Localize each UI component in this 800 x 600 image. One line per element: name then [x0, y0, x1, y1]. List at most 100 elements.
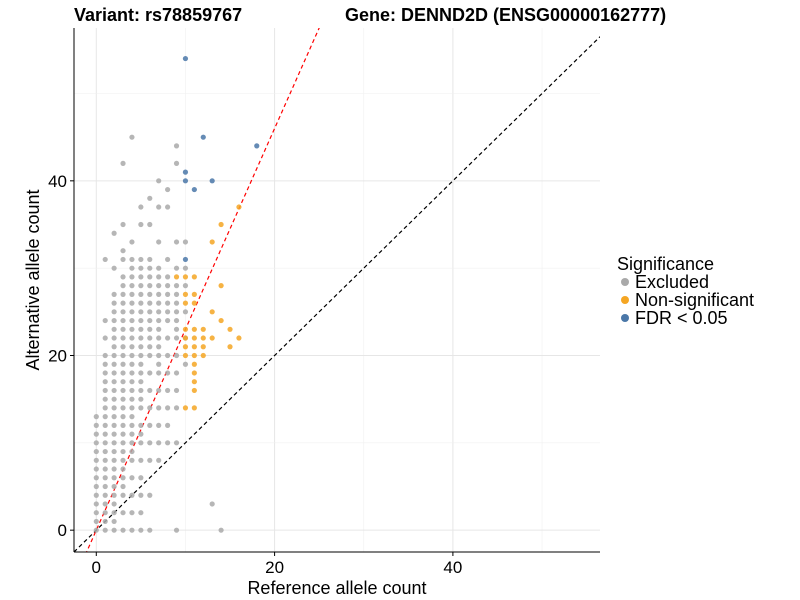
point-excluded	[111, 422, 117, 428]
point-excluded	[111, 317, 117, 324]
point-excluded	[111, 344, 117, 350]
point-excluded	[102, 440, 108, 446]
point-excluded	[102, 352, 108, 359]
point-non-significant	[173, 274, 180, 280]
point-excluded	[138, 291, 144, 297]
point-non-significant	[209, 335, 215, 341]
point-excluded	[129, 300, 135, 306]
point-excluded	[111, 326, 117, 332]
point-excluded	[156, 387, 162, 394]
point-non-significant	[191, 379, 197, 385]
point-excluded	[129, 344, 135, 350]
point-excluded	[173, 291, 180, 297]
point-excluded	[93, 492, 99, 498]
point-excluded	[129, 370, 135, 376]
point-excluded	[120, 309, 126, 315]
point-excluded	[93, 457, 99, 463]
x-axis-title: Reference allele count	[247, 578, 426, 598]
point-excluded	[102, 335, 108, 341]
point-excluded	[147, 527, 153, 533]
point-excluded	[156, 291, 162, 297]
point-excluded	[129, 134, 135, 140]
point-non-significant	[191, 370, 197, 376]
reference-line-fit	[85, 28, 320, 552]
point-non-significant	[227, 326, 233, 332]
point-excluded	[102, 431, 108, 437]
point-excluded	[93, 501, 99, 507]
point-excluded	[138, 527, 144, 533]
point-excluded	[165, 422, 171, 428]
x-tick-label: 0	[92, 558, 101, 577]
point-excluded	[102, 256, 108, 263]
point-excluded	[156, 274, 162, 280]
point-excluded	[93, 483, 99, 490]
point-excluded	[138, 352, 144, 359]
point-excluded	[173, 387, 180, 394]
point-excluded	[138, 317, 144, 324]
point-excluded	[138, 344, 144, 350]
point-excluded	[138, 379, 144, 385]
point-non-significant	[200, 326, 206, 332]
point-excluded	[156, 326, 162, 332]
point-excluded	[120, 256, 126, 263]
point-excluded	[147, 256, 153, 263]
point-excluded	[111, 300, 117, 306]
point-excluded	[173, 370, 180, 376]
point-excluded	[120, 352, 126, 359]
point-excluded	[129, 361, 135, 367]
point-non-significant	[191, 361, 197, 367]
point-excluded	[138, 274, 144, 280]
point-excluded	[102, 422, 108, 428]
point-excluded	[173, 326, 180, 332]
point-excluded	[173, 239, 180, 245]
point-excluded	[147, 344, 153, 350]
point-excluded	[111, 352, 117, 359]
point-excluded	[156, 239, 162, 245]
point-excluded	[173, 352, 180, 359]
point-excluded	[165, 405, 171, 411]
point-excluded	[165, 387, 171, 394]
point-non-significant	[191, 352, 197, 359]
legend-label-fdr-0-05: FDR < 0.05	[635, 308, 728, 328]
point-excluded	[111, 265, 117, 271]
point-excluded	[156, 309, 162, 315]
point-excluded	[102, 387, 108, 394]
point-excluded	[156, 265, 162, 271]
y-axis-title: Alternative allele count	[23, 189, 43, 370]
point-excluded	[147, 326, 153, 332]
point-non-significant	[182, 405, 189, 411]
point-non-significant	[200, 335, 206, 341]
point-excluded	[138, 510, 144, 516]
axis-ticks: 0 20 40 0 20 40	[48, 172, 462, 577]
point-excluded	[156, 370, 162, 376]
point-excluded	[165, 300, 171, 306]
point-excluded	[156, 422, 162, 428]
point-excluded	[102, 405, 108, 411]
point-excluded	[129, 317, 135, 324]
point-excluded	[156, 283, 162, 289]
point-non-significant	[236, 335, 242, 341]
point-non-significant	[218, 283, 224, 289]
y-tick-label: 20	[48, 347, 67, 366]
point-excluded	[156, 300, 162, 306]
point-excluded	[120, 414, 126, 420]
point-excluded	[165, 283, 171, 289]
point-excluded	[138, 431, 144, 437]
point-excluded	[129, 396, 135, 402]
point-excluded	[102, 518, 108, 525]
point-excluded	[182, 239, 189, 245]
point-excluded	[111, 414, 117, 420]
point-non-significant	[209, 239, 215, 245]
point-excluded	[129, 379, 135, 385]
point-excluded	[165, 256, 171, 263]
point-excluded	[111, 309, 117, 315]
point-excluded	[111, 405, 117, 411]
point-excluded	[120, 326, 126, 332]
point-excluded	[156, 204, 162, 210]
point-excluded	[111, 431, 117, 437]
legend-label-excluded: Excluded	[635, 272, 709, 292]
point-excluded	[129, 309, 135, 315]
point-excluded	[120, 370, 126, 376]
point-non-significant	[191, 335, 197, 341]
point-excluded	[120, 221, 126, 228]
